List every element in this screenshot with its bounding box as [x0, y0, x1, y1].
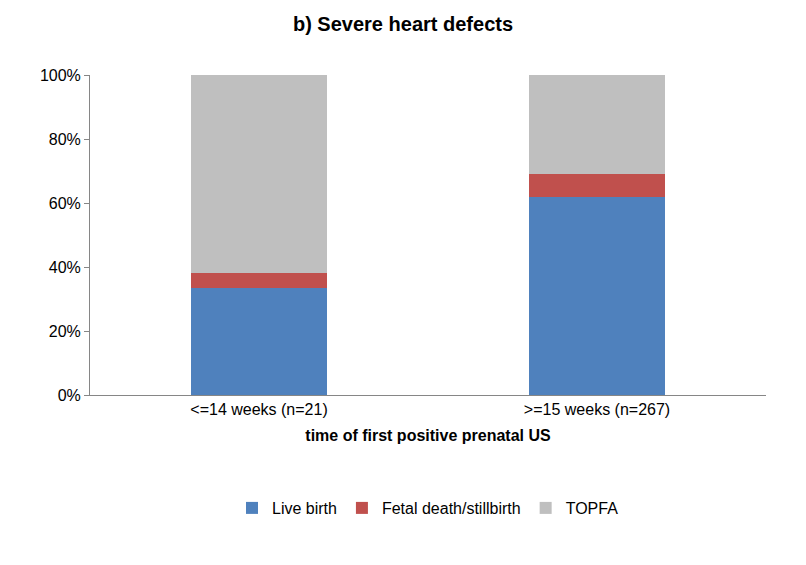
svg-text:60%: 60% — [49, 195, 81, 212]
svg-text:40%: 40% — [49, 259, 81, 276]
svg-text:0%: 0% — [58, 387, 81, 404]
svg-text:Live birth: Live birth — [272, 500, 337, 517]
svg-text:time of first positive prenata: time of first positive prenatal US — [305, 427, 551, 444]
svg-text:20%: 20% — [49, 323, 81, 340]
svg-text:Fetal death/stillbirth: Fetal death/stillbirth — [382, 500, 521, 517]
svg-text:b) Severe heart defects: b) Severe heart defects — [293, 13, 513, 35]
svg-text:80%: 80% — [49, 131, 81, 148]
svg-text:>=15 weeks (n=267): >=15 weeks (n=267) — [524, 401, 670, 418]
svg-text:TOPFA: TOPFA — [566, 500, 618, 517]
svg-text:<=14 weeks (n=21): <=14 weeks (n=21) — [190, 401, 327, 418]
svg-text:100%: 100% — [40, 67, 81, 84]
